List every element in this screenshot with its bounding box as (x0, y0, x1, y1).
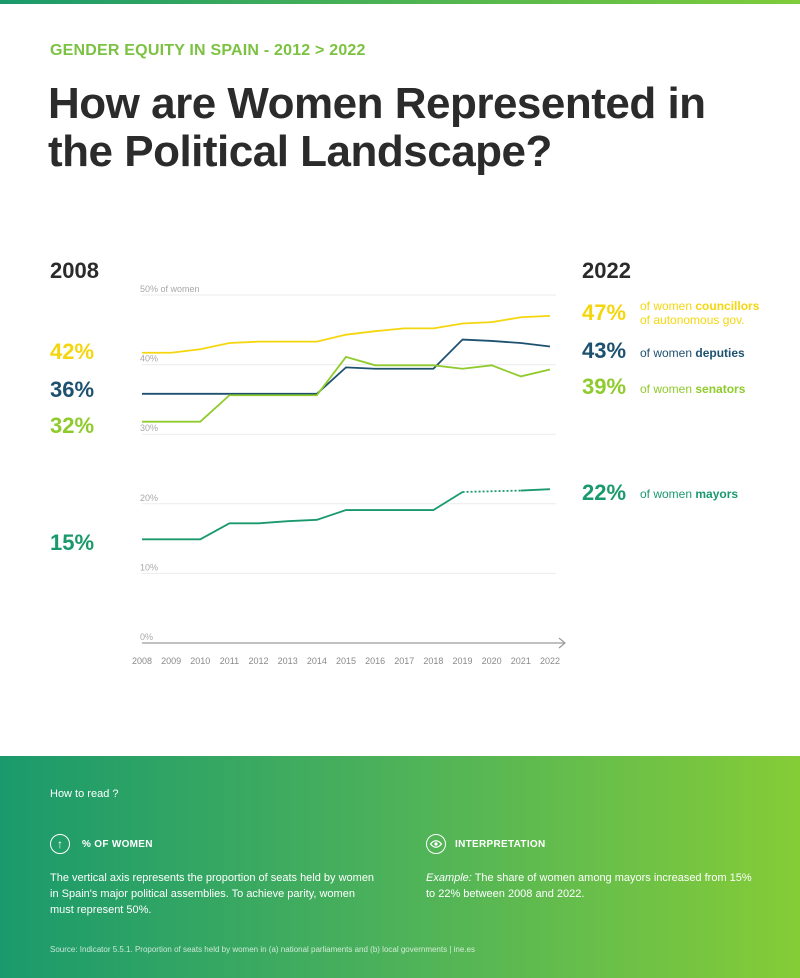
kicker: GENDER EQUITY IN SPAIN - 2012 > 2022 (50, 42, 366, 59)
x-tick-label-2012: 2012 (249, 656, 269, 666)
x-tick-label-2022: 2022 (540, 656, 560, 666)
x-tick-label-2008: 2008 (132, 656, 152, 666)
x-tick-label-2010: 2010 (190, 656, 210, 666)
series-line-mayors (142, 491, 464, 541)
right-label-councillors: of women councillors of autonomous gov. (640, 299, 760, 327)
x-tick-label-2021: 2021 (511, 656, 531, 666)
chart-grid: 0% 10% 20% 30% 40% 50% of women (140, 284, 556, 642)
x-tick-label-2013: 2013 (278, 656, 298, 666)
x-axis-arrow-icon (558, 637, 566, 649)
y-tick-label-30: 30% (140, 423, 158, 433)
top-accent-bar (0, 0, 800, 4)
right-value-councillors: 47% (582, 300, 627, 325)
arrow-up-icon: ↑ (50, 834, 70, 854)
right-label-mayors: of women mayors (640, 487, 739, 501)
x-tick-label-2017: 2017 (394, 656, 414, 666)
x-tick-label-2014: 2014 (307, 656, 327, 666)
interpretation-title: INTERPRETATION (455, 839, 546, 850)
series-line-councillors (142, 314, 551, 354)
chart-series (142, 314, 551, 541)
series-line-mayors-estimate (462, 489, 521, 493)
percent-women-text: The vertical axis represents the proport… (50, 872, 375, 916)
right-value-senators: 39% (582, 374, 627, 399)
y-tick-label-50: 50% of women (140, 284, 200, 294)
x-tick-label-2011: 2011 (220, 656, 239, 666)
right-value-deputies: 43% (582, 338, 627, 363)
y-tick-label-20: 20% (140, 493, 158, 503)
series-line-senators (142, 355, 551, 423)
left-value-councillors: 42% (50, 339, 95, 364)
x-tick-label-2009: 2009 (161, 656, 181, 666)
x-tick-label-2020: 2020 (482, 656, 502, 666)
x-tick-label-2019: 2019 (453, 656, 473, 666)
x-tick-label-2016: 2016 (365, 656, 385, 666)
y-tick-label-0: 0% (140, 632, 153, 642)
y-tick-label-10: 10% (140, 562, 158, 572)
interpretation-text: Example: The share of women among mayors… (426, 872, 752, 900)
page-title: How are Women Represented in the Politic… (48, 79, 706, 176)
source-note: Source: Indicator 5.5.1. Proportion of s… (50, 945, 475, 954)
percent-women-title: % OF WOMEN (82, 839, 153, 850)
right-label-deputies: of women deputies (640, 346, 745, 360)
right-value-mayors: 22% (582, 480, 627, 505)
left-value-senators: 32% (50, 413, 95, 438)
x-tick-label-2018: 2018 (423, 656, 443, 666)
end-year: 2022 (582, 258, 631, 283)
start-year: 2008 (50, 258, 99, 283)
how-to-read-panel: How to read ? ↑ % OF WOMEN The vertical … (0, 756, 800, 978)
x-tick-label-2015: 2015 (336, 656, 356, 666)
x-axis: 2008 2009 2010 2011 2012 2013 2014 2015 2016 2017… (132, 637, 566, 666)
series-line-deputies (142, 338, 551, 395)
y-tick-label-40: 40% (140, 354, 158, 364)
left-value-deputies: 36% (50, 377, 95, 402)
series-line-mayors-end (520, 488, 551, 492)
eye-icon (426, 834, 446, 854)
line-chart: 0%10%20%30%40%50% of women 2008 2009 2010 2… (132, 284, 566, 666)
how-to-read-heading: How to read ? (50, 788, 119, 800)
right-label-senators: of women senators (640, 382, 746, 396)
left-value-mayors: 15% (50, 530, 95, 555)
